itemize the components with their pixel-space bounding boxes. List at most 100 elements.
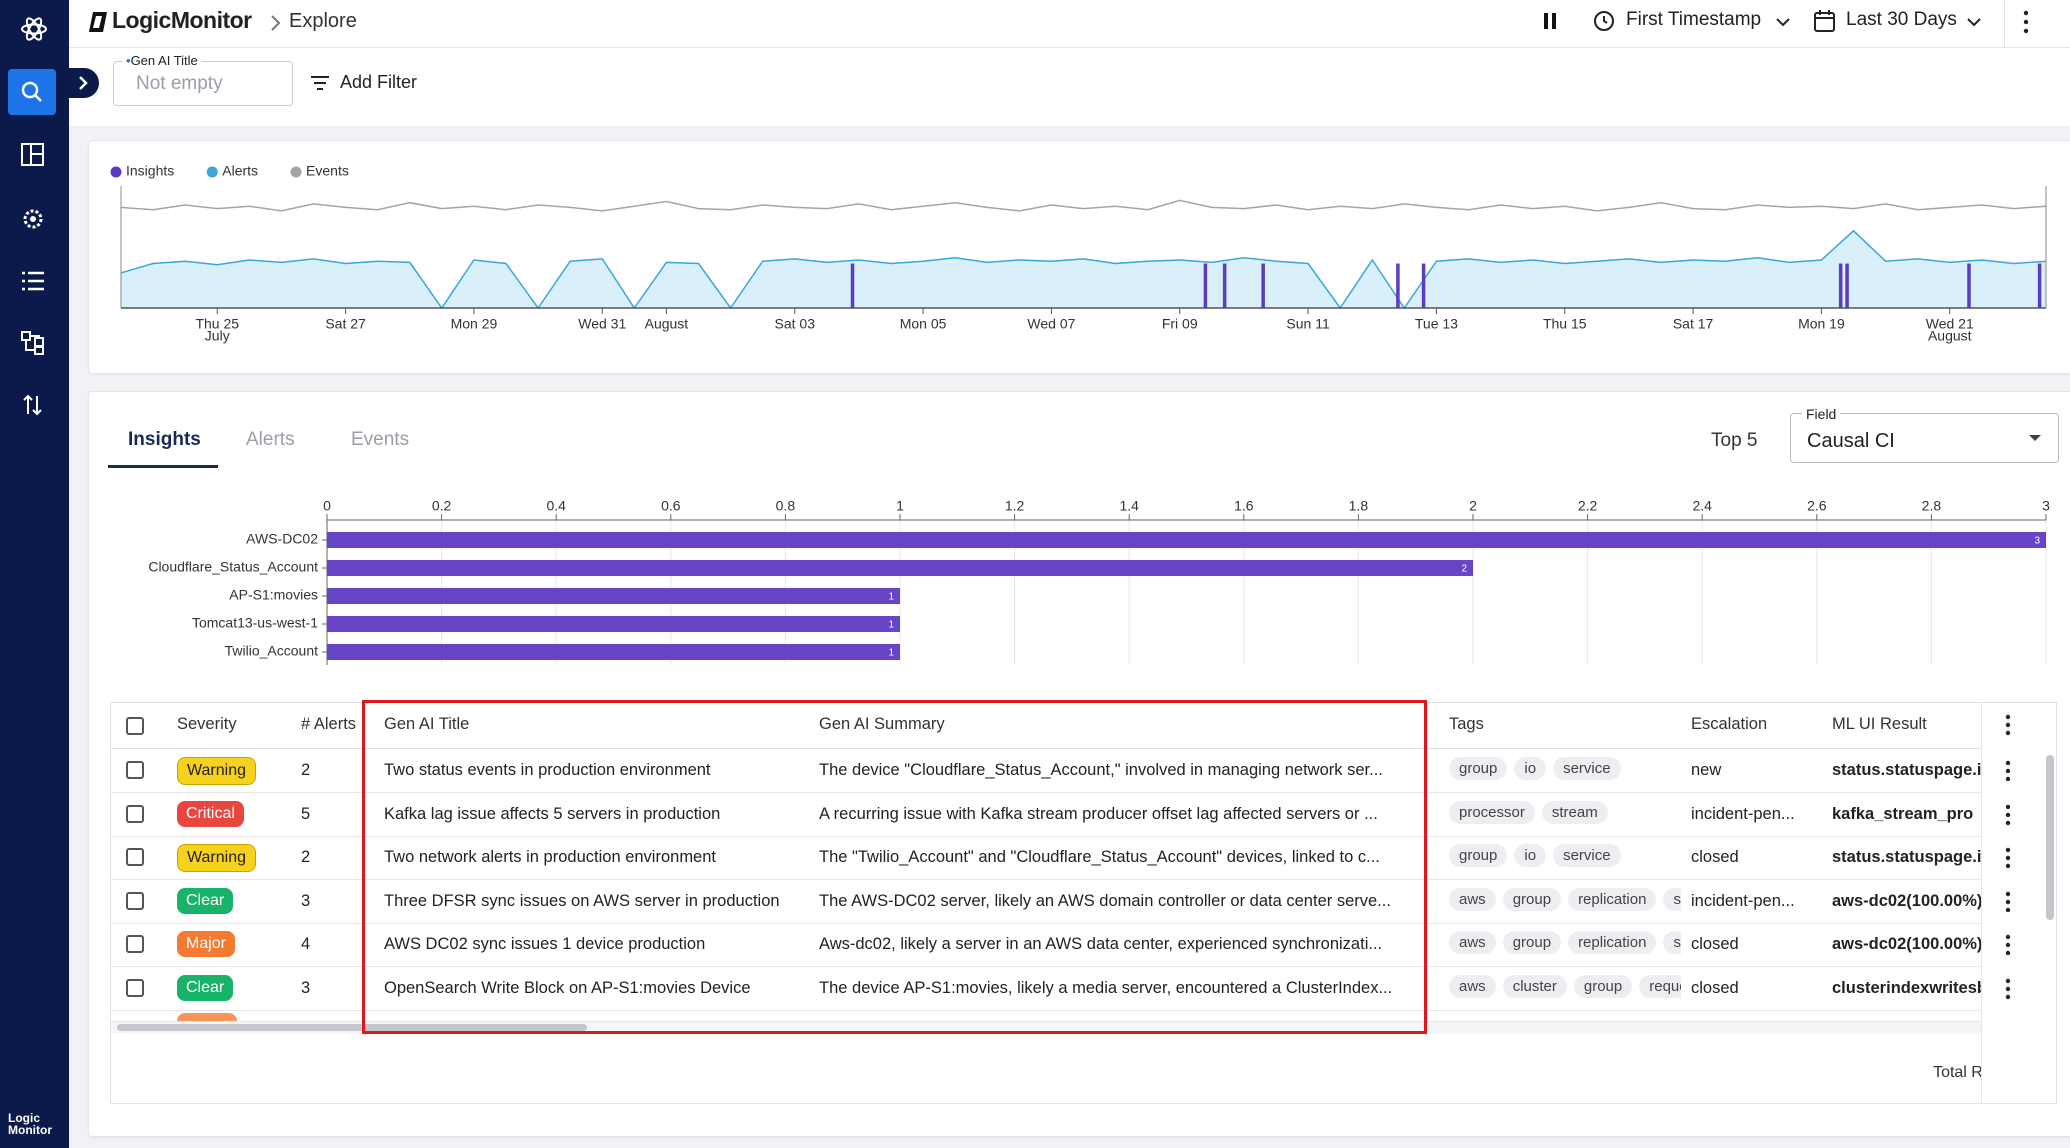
escalation: closed <box>1691 978 1739 997</box>
row-checkbox[interactable] <box>126 935 144 953</box>
ml-result: status.statuspage.i <box>1832 761 1982 779</box>
field-select[interactable] <box>1790 413 2059 463</box>
column-menu[interactable] <box>2004 714 2012 736</box>
tag-chip: group <box>1449 757 1508 780</box>
column-header: Gen AI Summary <box>819 715 945 733</box>
brand-line: Monitor <box>8 1123 52 1137</box>
filter-field: •Gen AI Title <box>123 53 201 68</box>
severity-badge: Critical <box>177 800 244 827</box>
divider <box>2004 0 2005 47</box>
row-menu[interactable] <box>2004 847 2012 869</box>
escalation: incident-pen... <box>1691 804 1795 823</box>
table-row: Warning 2 Two status events in production … <box>111 749 2056 793</box>
row-checkbox[interactable] <box>126 804 144 823</box>
partial-row <box>177 1013 237 1021</box>
expand-button[interactable] <box>69 68 99 98</box>
filter-icon <box>311 76 329 90</box>
topology-nav[interactable] <box>20 330 46 356</box>
tag-chip: group <box>1449 844 1508 867</box>
escalation: closed <box>1691 935 1739 953</box>
dropdown-chevron <box>1967 18 1981 27</box>
range-select[interactable]: Last 30 Days <box>1846 9 1957 30</box>
alert-count: 2 <box>301 761 311 779</box>
row-checkbox[interactable] <box>126 978 144 997</box>
tag-chip: cluster <box>1502 974 1567 998</box>
row-menu[interactable] <box>2004 804 2012 826</box>
row-menu[interactable] <box>2004 934 2012 956</box>
gen-ai-title: AWS DC02 sync issues 1 device production <box>384 935 706 953</box>
results-table: Severity # Alerts Gen AI Title Gen AI Summa… <box>110 702 2057 1104</box>
tab[interactable]: Insights <box>128 429 201 450</box>
row-menu[interactable] <box>2004 978 2012 1000</box>
gen-ai-summary: A recurring issue with Kafka stream prod… <box>819 804 1378 823</box>
severity-badge: Major <box>177 931 236 957</box>
tags: group io service <box>1449 757 1681 785</box>
tab-indicator <box>108 465 218 468</box>
h-scroll-thumb[interactable] <box>117 1024 587 1031</box>
tags: group io service <box>1449 844 1681 872</box>
pause-button[interactable] <box>1539 10 1563 36</box>
tags: aws group replication sy <box>1449 931 1681 959</box>
gen-ai-summary: The "Twilio_Account" and "Cloudflare_Sta… <box>819 848 1380 866</box>
tag-chip: replication <box>1568 931 1657 954</box>
timeline-card <box>88 140 2070 374</box>
tag-chip: service <box>1553 757 1621 780</box>
escalation: new <box>1691 761 1722 779</box>
settings-nav[interactable] <box>20 206 46 232</box>
tag-chip: stream <box>1541 800 1608 824</box>
gen-ai-summary: The AWS-DC02 server, likely an AWS domai… <box>819 891 1391 910</box>
table-row: Warning 2 Two network alerts in production… <box>111 836 2056 880</box>
tab[interactable]: Events <box>351 429 410 450</box>
tags: awsclustergroupreque <box>1449 974 1681 1003</box>
tag-chip: aws <box>1449 931 1496 954</box>
tag-chip: group <box>1573 974 1633 998</box>
gen-ai-summary: The device AP-S1:movies, likely a media … <box>819 978 1393 997</box>
column-header: # Alerts <box>301 715 357 733</box>
tag-chip: aws <box>1449 974 1496 998</box>
search-nav[interactable] <box>8 69 56 115</box>
tag-chip: sy <box>1663 887 1681 911</box>
gen-ai-title: Two status events in production environm… <box>384 761 711 779</box>
alert-count: 4 <box>301 935 311 953</box>
row-menu[interactable] <box>2004 760 2012 782</box>
breadcrumb-chevron <box>271 15 281 31</box>
calendar-icon <box>1814 10 1835 32</box>
tags: processor stream <box>1449 800 1681 829</box>
transfer-nav[interactable] <box>20 392 46 418</box>
select-arrow <box>2029 435 2041 441</box>
logo-icon <box>21 17 47 41</box>
severity-badge: Warning <box>177 844 256 872</box>
row-menu[interactable] <box>2004 891 2012 913</box>
severity-badge: Clear <box>177 974 234 1001</box>
tag-chip: service <box>1553 844 1621 867</box>
row-checkbox[interactable] <box>126 848 144 866</box>
tag-chip: io <box>1514 844 1547 867</box>
sidebar: Logic Monitor <box>0 0 69 1148</box>
filter-field-text: Gen AI Title <box>130 53 198 68</box>
tab[interactable]: Alerts <box>246 429 295 450</box>
time-field-select[interactable]: First Timestamp <box>1626 9 1762 30</box>
column-header: Escalation <box>1691 715 1768 733</box>
add-filter-button[interactable]: Add Filter <box>340 72 418 92</box>
brand-line: Logic <box>8 1111 40 1125</box>
more-menu[interactable] <box>2019 8 2033 38</box>
checkbox[interactable] <box>126 717 144 735</box>
field-select-value: Causal CI <box>1807 430 1895 452</box>
gen-ai-title: Three DFSR sync issues on AWS server in … <box>384 891 780 910</box>
column-header: Tags <box>1449 715 1484 733</box>
escalation: closed <box>1691 848 1739 866</box>
v-scroll-thumb[interactable] <box>2046 755 2054 920</box>
alert-count: 5 <box>301 804 311 823</box>
row-checkbox[interactable] <box>126 761 144 779</box>
filter-value: Not empty <box>136 73 223 94</box>
filter-chip[interactable] <box>113 61 293 106</box>
dashboard-nav[interactable] <box>20 142 46 168</box>
row-checkbox[interactable] <box>126 891 144 910</box>
tag-chip: replication <box>1568 887 1657 911</box>
tag-chip: group <box>1502 931 1562 954</box>
clock-icon <box>1594 11 1614 31</box>
tag-chip: group <box>1502 887 1562 911</box>
table-row: Major 4 AWS DC02 sync issues 1 device prod… <box>111 923 2056 967</box>
list-nav[interactable] <box>20 268 46 294</box>
gen-ai-summary: The device "Cloudflare_Status_Account," … <box>819 761 1383 779</box>
